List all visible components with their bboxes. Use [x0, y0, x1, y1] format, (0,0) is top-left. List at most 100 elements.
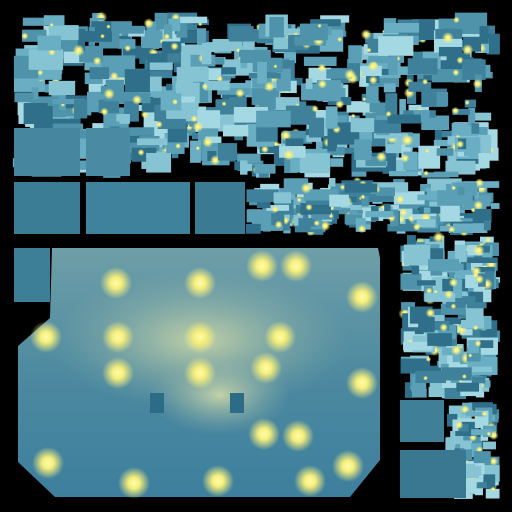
- tile: [403, 341, 433, 351]
- tile: [469, 112, 492, 121]
- tile-glow: [462, 44, 474, 56]
- light-spot: [246, 250, 278, 282]
- tile-glow: [317, 63, 327, 73]
- light-spot: [250, 352, 282, 384]
- tile: [176, 23, 188, 38]
- tile: [166, 83, 173, 91]
- tile-glow: [450, 344, 462, 356]
- tile: [309, 117, 325, 138]
- tile: [373, 133, 408, 139]
- tile: [179, 16, 208, 24]
- tile: [116, 114, 130, 124]
- tile: [257, 61, 267, 84]
- tile: [365, 211, 394, 218]
- tile: [471, 429, 493, 436]
- tile: [63, 51, 85, 64]
- tile: [463, 149, 482, 157]
- tile-glow: [317, 79, 328, 89]
- tile: [473, 451, 491, 464]
- light-spot: [184, 321, 216, 353]
- tile: [341, 180, 374, 187]
- tile: [471, 376, 486, 384]
- tile-glow: [461, 373, 467, 379]
- tile: [479, 26, 489, 44]
- tile-glow: [450, 303, 457, 310]
- tile-glow: [362, 96, 367, 102]
- tile: [77, 28, 85, 52]
- tile-glow: [464, 99, 470, 106]
- tile: [456, 382, 480, 392]
- tile: [465, 411, 486, 417]
- tile: [430, 179, 446, 191]
- tile: [417, 70, 436, 81]
- tile: [303, 189, 338, 201]
- tile: [201, 42, 212, 65]
- tile: [86, 182, 190, 234]
- tile: [344, 183, 378, 193]
- tile-glow: [474, 178, 484, 188]
- tile: [387, 114, 421, 124]
- tile: [384, 203, 391, 217]
- tile-glow: [433, 289, 438, 295]
- tile: [389, 171, 419, 177]
- tile: [141, 30, 163, 49]
- tile-glow: [425, 308, 436, 318]
- tile: [440, 205, 460, 222]
- tile-glow: [432, 231, 445, 244]
- tile-glow: [442, 32, 454, 44]
- tile: [436, 148, 454, 156]
- tile: [330, 210, 338, 224]
- tile-glow: [201, 83, 209, 90]
- tile: [288, 196, 316, 205]
- pillar: [150, 393, 164, 413]
- tile-glow: [412, 222, 421, 231]
- tile-glow: [100, 33, 105, 39]
- tile: [254, 164, 276, 174]
- tile: [44, 84, 53, 93]
- tile: [271, 213, 285, 226]
- tile: [84, 62, 116, 71]
- tile: [14, 92, 34, 103]
- tile-glow: [170, 42, 179, 51]
- tile-glow: [385, 110, 392, 118]
- light-spot: [32, 447, 64, 479]
- tile: [256, 201, 271, 209]
- tile: [415, 370, 446, 384]
- tile: [407, 235, 416, 246]
- light-spot: [102, 357, 134, 389]
- tile-glow: [274, 220, 283, 229]
- tile-glow: [425, 356, 432, 362]
- tile: [22, 17, 46, 26]
- tile: [483, 220, 491, 231]
- tile: [399, 99, 406, 115]
- light-spot: [184, 267, 216, 299]
- tile-glow: [155, 120, 163, 129]
- tile: [89, 67, 109, 80]
- tile: [197, 110, 221, 129]
- tile-glow: [422, 78, 429, 85]
- tile: [365, 156, 387, 166]
- tile-glow: [470, 207, 476, 213]
- tile: [217, 88, 251, 95]
- tile: [419, 206, 449, 214]
- tile: [327, 127, 338, 148]
- tile-glow: [192, 121, 204, 133]
- tile: [303, 212, 311, 221]
- tile: [222, 124, 249, 137]
- tile-glow: [360, 194, 366, 200]
- tile-glow: [283, 149, 295, 161]
- light-spot: [280, 250, 312, 282]
- tile: [298, 218, 318, 227]
- tile-glow: [300, 182, 312, 194]
- tile: [404, 382, 414, 398]
- tile-glow: [72, 44, 85, 57]
- tile-glow: [448, 226, 456, 233]
- tile: [436, 92, 449, 107]
- light-spot: [102, 321, 134, 353]
- tile-glow: [472, 78, 483, 89]
- tile-glow: [163, 33, 171, 40]
- tile: [417, 78, 425, 84]
- tile: [303, 56, 337, 67]
- tile: [118, 127, 155, 136]
